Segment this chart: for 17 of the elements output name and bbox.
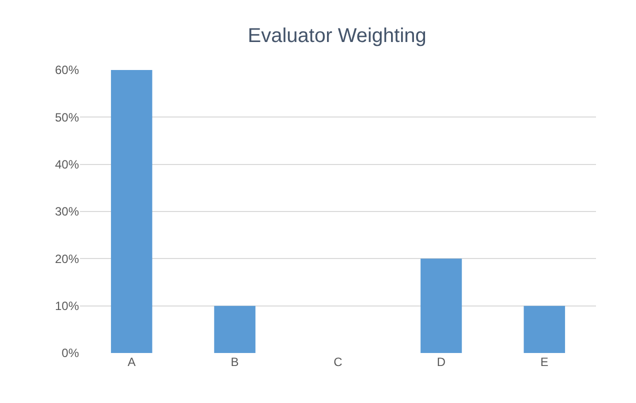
bar xyxy=(420,258,462,353)
x-tick-label: B xyxy=(230,355,239,369)
y-tick-label: 30% xyxy=(54,204,80,219)
y-tick-label: 20% xyxy=(54,252,80,266)
bar xyxy=(214,306,256,353)
x-tick-label: C xyxy=(334,355,343,369)
x-tick-label: E xyxy=(540,355,548,369)
y-tick-label: 50% xyxy=(54,110,80,124)
bar xyxy=(524,306,566,353)
y-tick-label: 0% xyxy=(62,346,80,360)
x-tick-label: A xyxy=(128,355,136,369)
bar xyxy=(110,70,152,353)
y-tick-label: 10% xyxy=(54,299,80,314)
y-tick-label: 60% xyxy=(54,63,80,78)
y-tick-label: 40% xyxy=(54,158,80,172)
chart-title: Evaluator Weighting xyxy=(248,25,426,48)
x-tick-label: D xyxy=(436,355,446,369)
